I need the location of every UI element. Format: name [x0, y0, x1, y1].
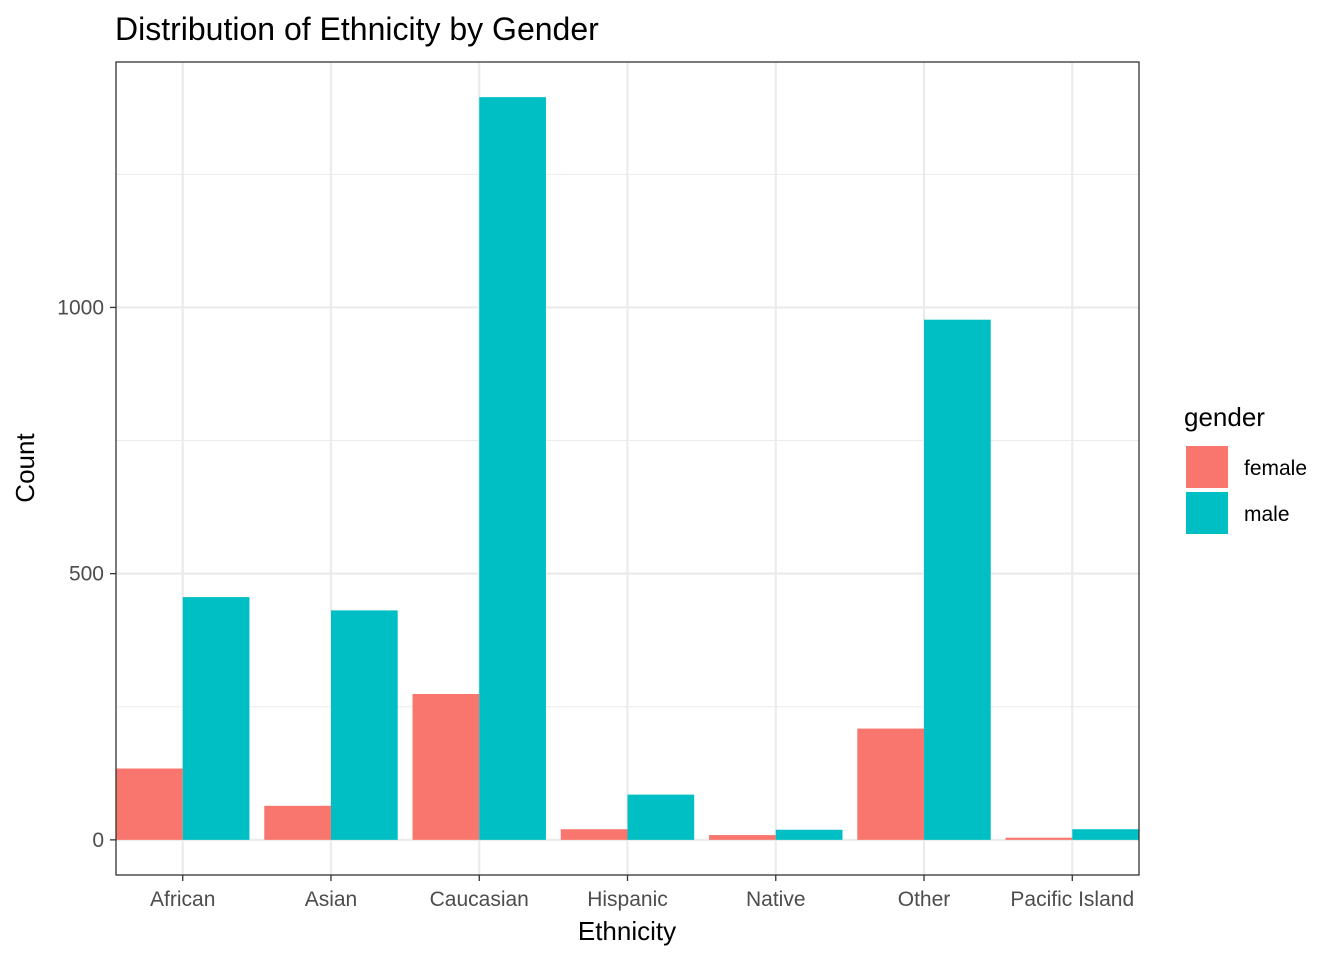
y-tick-label: 1000 [57, 296, 104, 319]
bar-male-hispanic [627, 794, 695, 840]
x-tick-label: Caucasian [430, 888, 529, 911]
bar-female-african [116, 768, 183, 840]
x-tick-label: Pacific Island [1010, 888, 1134, 911]
bars [116, 97, 1139, 840]
x-tick-label: African [150, 888, 215, 911]
x-tick-label: Native [746, 888, 806, 911]
chart-title: Distribution of Ethnicity by Gender [115, 11, 599, 47]
bar-female-pacific-island [1005, 837, 1073, 840]
bar-male-caucasian [479, 97, 546, 840]
y-tick-label: 500 [69, 563, 104, 586]
legend-key-male [1186, 492, 1228, 534]
legend-label-female: female [1244, 457, 1307, 480]
x-tick-label: Other [898, 888, 951, 911]
y-axis-title: Count [10, 433, 40, 503]
bar-male-asian [330, 610, 398, 840]
legend-label-male: male [1244, 503, 1290, 526]
bar-female-caucasian [412, 693, 480, 840]
x-tick-label: Asian [305, 888, 358, 911]
bar-female-hispanic [560, 829, 628, 840]
bar-female-other [857, 728, 925, 840]
bar-male-other [924, 319, 991, 840]
bar-male-pacific-island [1072, 829, 1139, 840]
bar-female-native [709, 835, 776, 840]
bar-male-native [775, 829, 843, 840]
x-axis: African Asian Caucasian Hispanic Native Other… [150, 875, 1134, 911]
legend-key-female [1186, 446, 1228, 488]
legend: gender female male [1184, 402, 1307, 534]
bar-female-asian [264, 805, 331, 840]
legend-title: gender [1184, 402, 1265, 432]
bar-male-african [182, 597, 250, 840]
y-tick-label: 0 [92, 829, 104, 852]
x-tick-label: Hispanic [587, 888, 668, 911]
x-axis-title: Ethnicity [578, 916, 676, 946]
y-axis: 0 500 1000 [57, 296, 116, 852]
